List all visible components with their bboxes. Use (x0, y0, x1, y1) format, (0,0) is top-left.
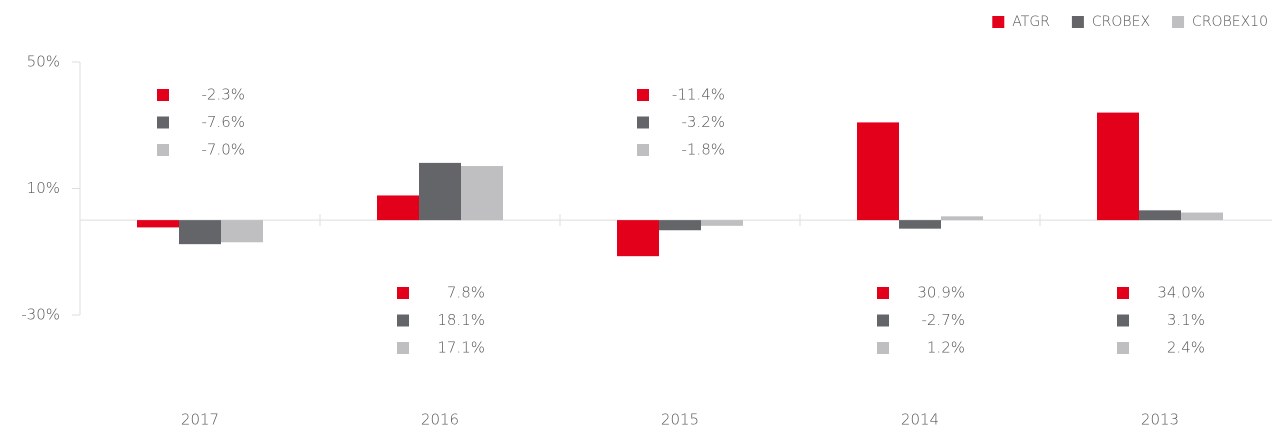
value-label-swatch (637, 144, 649, 156)
value-label-swatch (877, 342, 889, 354)
value-label-swatch (157, 144, 169, 156)
value-label-swatch (157, 116, 169, 129)
value-label: -3.2% (681, 113, 725, 131)
legend-swatch (1172, 16, 1185, 28)
value-label: 2.4% (1167, 339, 1205, 357)
value-label: 34.0% (1157, 284, 1205, 302)
bar (857, 122, 899, 221)
bar (419, 162, 461, 221)
value-label: -7.6% (201, 113, 245, 131)
value-label: 7.8% (447, 284, 485, 302)
value-label-swatch (1117, 287, 1129, 299)
bar (179, 220, 221, 245)
bar (221, 220, 263, 243)
value-label-swatch (877, 287, 889, 299)
bar (137, 220, 179, 228)
value-label-swatch (1117, 314, 1129, 327)
y-tick-label: -30% (21, 306, 60, 324)
y-tick-label: 10% (27, 179, 60, 197)
value-label-swatch (877, 314, 889, 327)
bar (377, 195, 419, 221)
value-label: -2.3% (201, 86, 245, 104)
x-tick-label: 2013 (1141, 411, 1179, 428)
bar (701, 220, 743, 226)
legend-label: ATGR (1012, 14, 1050, 30)
bar (899, 220, 941, 229)
x-tick-label: 2017 (181, 411, 219, 428)
value-label-swatch (1117, 342, 1129, 354)
x-tick-label: 2016 (421, 411, 459, 428)
legend-swatch (1071, 16, 1084, 28)
bar (941, 216, 983, 221)
bar (461, 166, 503, 221)
legend-label: CROBEX10 (1192, 14, 1268, 30)
value-label: -1.8% (681, 141, 725, 159)
value-label: 17.1% (437, 339, 485, 357)
value-label: 30.9% (917, 284, 965, 302)
value-label-swatch (397, 314, 409, 327)
value-label-swatch (157, 89, 169, 101)
bar (1097, 112, 1139, 221)
value-label-swatch (637, 89, 649, 101)
value-label: 3.1% (1167, 311, 1205, 329)
bar (1139, 210, 1181, 221)
value-label: -11.4% (672, 86, 725, 104)
value-label: -7.0% (201, 141, 245, 159)
legend-label: CROBEX (1092, 14, 1150, 30)
value-label-swatch (637, 116, 649, 129)
x-tick-label: 2015 (661, 411, 699, 428)
value-label: 18.1% (437, 311, 485, 329)
value-label-swatch (397, 342, 409, 354)
bar (617, 220, 659, 257)
x-tick-label: 2014 (901, 411, 939, 428)
y-tick-label: 50% (27, 53, 60, 71)
value-label: -2.7% (921, 311, 965, 329)
legend-swatch (992, 16, 1005, 28)
bar (659, 220, 701, 231)
value-label: 1.2% (927, 339, 965, 357)
value-label-swatch (397, 287, 409, 299)
bar (1181, 212, 1223, 221)
